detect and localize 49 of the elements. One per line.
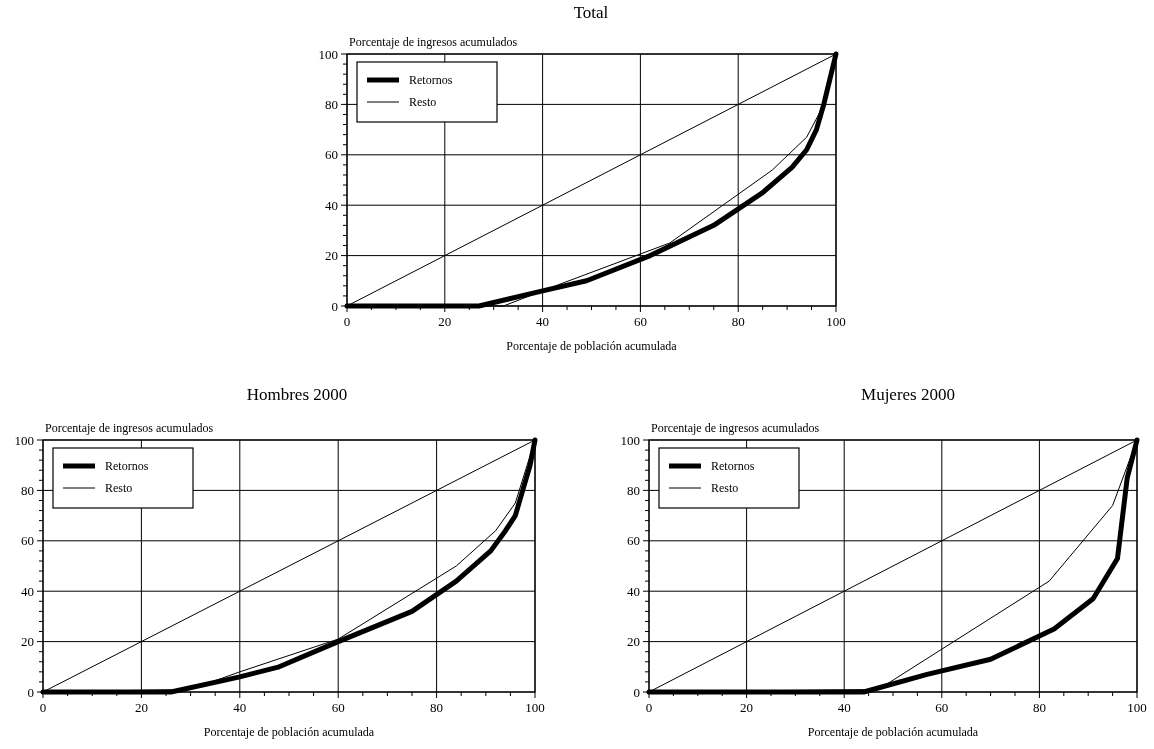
y-tick-label: 40 <box>325 197 338 213</box>
x-tick-label: 100 <box>1127 700 1147 715</box>
y-tick-label: 100 <box>620 432 640 448</box>
x-tick-label: 100 <box>826 314 846 329</box>
x-tick-label: 20 <box>134 700 148 715</box>
x-tick-label: 40 <box>837 700 851 715</box>
y-axis-title: Porcentaje de ingresos acumulados <box>651 421 820 435</box>
chart-title: Mujeres 2000 <box>861 385 955 404</box>
y-tick-label: 80 <box>325 96 338 112</box>
x-tick-label: 0 <box>645 700 653 715</box>
y-tick-label: 20 <box>627 634 640 650</box>
x-tick-label: 20 <box>740 700 754 715</box>
y-tick-label: 0 <box>331 298 338 314</box>
y-tick-label: 80 <box>21 482 34 498</box>
chart-title: Hombres 2000 <box>246 385 348 404</box>
y-tick-label: 20 <box>21 634 34 650</box>
legend-label: Retornos <box>105 459 149 473</box>
y-axis-title: Porcentaje de ingresos acumulados <box>45 421 214 435</box>
y-tick-label: 60 <box>325 147 338 163</box>
legend-label: Retornos <box>711 459 755 473</box>
y-tick-label: 80 <box>627 482 640 498</box>
x-tick-label: 80 <box>430 700 444 715</box>
y-tick-label: 40 <box>627 583 640 599</box>
y-tick-label: 60 <box>627 533 640 549</box>
x-tick-label: 100 <box>525 700 545 715</box>
y-tick-label: 20 <box>325 248 338 264</box>
x-tick-label: 20 <box>438 314 452 329</box>
x-tick-label: 40 <box>536 314 550 329</box>
legend-label: Resto <box>711 481 739 495</box>
x-tick-label: 60 <box>935 700 949 715</box>
legend-label: Retornos <box>409 73 453 87</box>
y-tick-label: 100 <box>318 46 338 62</box>
x-axis-title: Porcentaje de población acumulada <box>506 339 678 353</box>
x-tick-label: 0 <box>39 700 47 715</box>
y-tick-label: 0 <box>633 684 640 700</box>
y-tick-label: 60 <box>21 533 34 549</box>
chart-title: Total <box>573 3 609 22</box>
x-tick-label: 80 <box>1032 700 1046 715</box>
x-tick-label: 80 <box>731 314 745 329</box>
y-tick-label: 100 <box>14 432 34 448</box>
legend-label: Resto <box>105 481 133 495</box>
x-tick-label: 40 <box>233 700 247 715</box>
x-axis-title: Porcentaje de población acumulada <box>807 725 979 739</box>
x-axis-title: Porcentaje de población acumulada <box>203 725 375 739</box>
y-tick-label: 40 <box>21 583 34 599</box>
y-axis-title: Porcentaje de ingresos acumulados <box>349 35 518 49</box>
x-tick-label: 0 <box>343 314 351 329</box>
legend-label: Resto <box>409 95 437 109</box>
y-tick-label: 0 <box>27 684 34 700</box>
